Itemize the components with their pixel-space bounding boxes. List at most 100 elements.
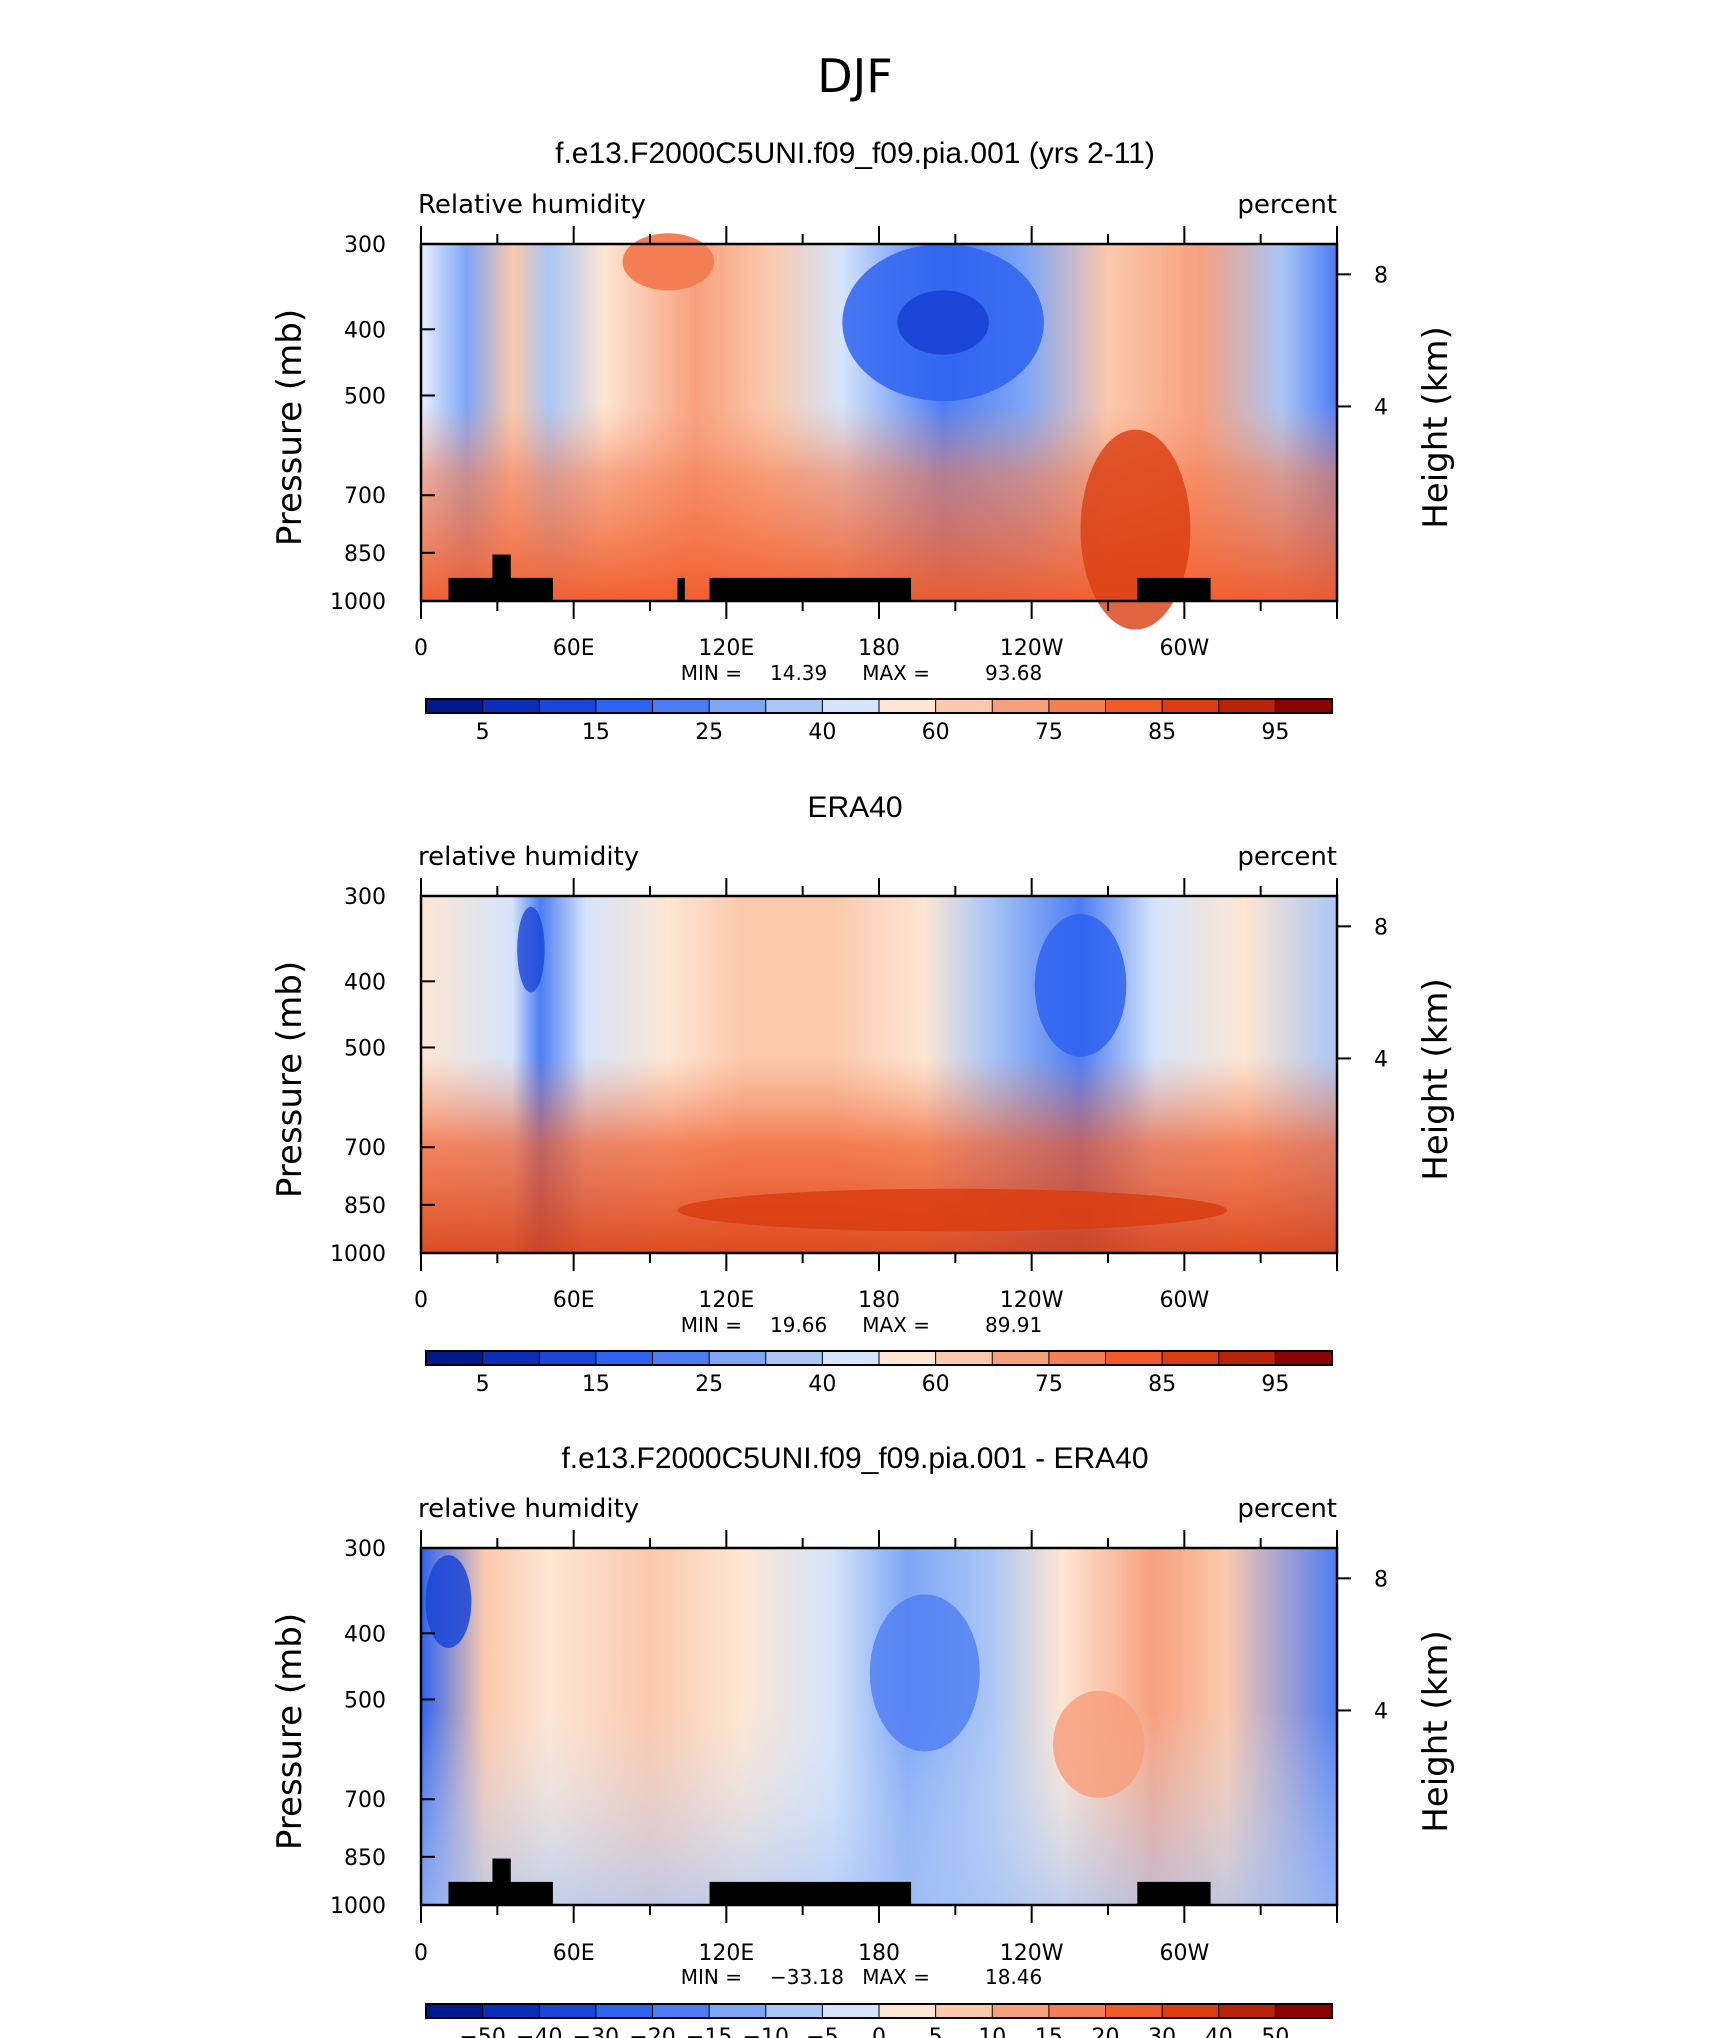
y-right-tick-label: 4 [1374, 1047, 1388, 1072]
min-value: 19.66 [770, 1313, 827, 1337]
x-tick-label: 60E [553, 1941, 595, 1966]
colorbar-swatch [482, 698, 541, 714]
units-label: percent [1237, 842, 1337, 872]
y-tick-label: 700 [344, 1136, 386, 1161]
y-tick-label: 300 [344, 233, 386, 258]
colorbar-swatch [482, 1350, 541, 1366]
y-tick-label: 500 [344, 1688, 386, 1713]
colorbar-frame [425, 2003, 1333, 2019]
y-right-tick-label: 8 [1374, 263, 1388, 288]
colorbar-swatch [482, 2003, 541, 2019]
land-maritime [709, 1881, 912, 1905]
colorbar-label: 85 [1148, 1372, 1176, 1397]
lower-level-band [421, 1708, 1337, 1905]
min-value: −33.18 [770, 1965, 844, 1989]
max-label: MAX = [862, 1313, 930, 1337]
colorbar-swatch [1274, 1350, 1333, 1366]
land-highlands [492, 1858, 511, 1905]
panel-1: f.e13.F2000C5UNI.f09_f09.pia.001 (yrs 2-… [270, 137, 1456, 745]
land-island [677, 577, 685, 601]
colorbar-swatch [652, 2003, 711, 2019]
contour-blob [897, 290, 989, 355]
colorbar-swatch [1161, 698, 1220, 714]
min-label: MIN = [681, 661, 742, 685]
max-label: MAX = [862, 661, 930, 685]
colorbar-label: 85 [1148, 720, 1176, 745]
colorbar-swatch [425, 2003, 484, 2019]
max-value: 93.68 [985, 661, 1042, 685]
contour-blob [677, 1188, 1228, 1232]
y-right-tick-label: 4 [1374, 395, 1388, 420]
y-tick-label: 400 [344, 318, 386, 343]
min-label: MIN = [681, 1965, 742, 1989]
colorbar-swatch [595, 1350, 654, 1366]
colorbar-swatch [821, 698, 880, 714]
colorbar: −50 −40 −30 −20 −15 −10 −5 0 5 10 15 20 30 40 50 [425, 2003, 1333, 2038]
colorbar-swatch [425, 1350, 484, 1366]
min-value: 14.39 [770, 661, 827, 685]
topography [448, 554, 1211, 601]
y-tick-label: 700 [344, 1788, 386, 1813]
colorbar-frame [425, 698, 1333, 714]
colorbar-label: 15 [1035, 2025, 1063, 2038]
colorbar-label: 5 [929, 2025, 943, 2038]
x-tick-label: 120W [1000, 636, 1064, 661]
colorbar-swatch [765, 698, 824, 714]
x-tick-label: 60E [553, 1288, 595, 1313]
x-tick-label: 120E [698, 1941, 754, 1966]
x-tick-label: 180 [858, 1941, 900, 1966]
x-tick-label: 120W [1000, 1288, 1064, 1313]
colorbar-label: 40 [808, 1372, 836, 1397]
colorbar-swatch [878, 698, 937, 714]
x-tick-label: 120W [1000, 1941, 1064, 1966]
y-tick-label: 1000 [330, 1894, 386, 1919]
colorbar-swatch [935, 2003, 994, 2019]
units-label: percent [1237, 1494, 1337, 1524]
x-tick-label: 60W [1159, 1941, 1209, 1966]
y-right-axis-title: Height (km) [1416, 326, 1456, 529]
y-tick-label: 1000 [330, 590, 386, 615]
colorbar-swatch [1105, 2003, 1164, 2019]
colorbar-swatch [708, 1350, 767, 1366]
colorbar-swatch [1048, 698, 1107, 714]
y-tick-label: 850 [344, 542, 386, 567]
lower-level-band [421, 404, 1337, 601]
colorbar-label: −50 [459, 2025, 505, 2038]
colorbar-label: 40 [808, 720, 836, 745]
colorbar-label: 95 [1261, 1372, 1289, 1397]
colorbar-swatch [991, 1350, 1050, 1366]
colorbar-label: 5 [476, 720, 490, 745]
units-label: percent [1237, 190, 1337, 220]
land-south-america [1137, 577, 1211, 601]
colorbar-swatch [878, 1350, 937, 1366]
max-value: 89.91 [985, 1313, 1042, 1337]
colorbar-swatch [652, 698, 711, 714]
panel-3: f.e13.F2000C5UNI.f09_f09.pia.001 - ERA40… [270, 1442, 1456, 2038]
colorbar-label: 40 [1205, 2025, 1233, 2038]
colorbar-swatch [595, 698, 654, 714]
x-tick-label: 60W [1159, 636, 1209, 661]
colorbar-label: 95 [1261, 720, 1289, 745]
colorbar-swatch [1161, 2003, 1220, 2019]
variable-label: Relative humidity [418, 190, 646, 220]
x-tick-label: 0 [414, 636, 428, 661]
y-right-tick-label: 8 [1374, 915, 1388, 940]
colorbar-swatch [1161, 1350, 1220, 1366]
colorbar-swatch [708, 2003, 767, 2019]
y-right-tick-label: 4 [1374, 1699, 1388, 1724]
y-tick-label: 300 [344, 885, 386, 910]
contour-blob [1034, 913, 1127, 1057]
y-right-tick-label: 8 [1374, 1567, 1388, 1592]
colorbar-label: 75 [1035, 720, 1063, 745]
colorbar-swatch [1218, 698, 1277, 714]
colorbar-swatch [538, 1350, 597, 1366]
x-tick-label: 120E [698, 1288, 754, 1313]
min-label: MIN = [681, 1313, 742, 1337]
colorbar-label: 15 [582, 720, 610, 745]
colorbar-swatch [935, 698, 994, 714]
land-highlands [492, 554, 511, 601]
y-axis-title: Pressure (mb) [270, 1613, 310, 1850]
colorbar-label: 25 [695, 720, 723, 745]
y-axis-title: Pressure (mb) [270, 309, 310, 546]
